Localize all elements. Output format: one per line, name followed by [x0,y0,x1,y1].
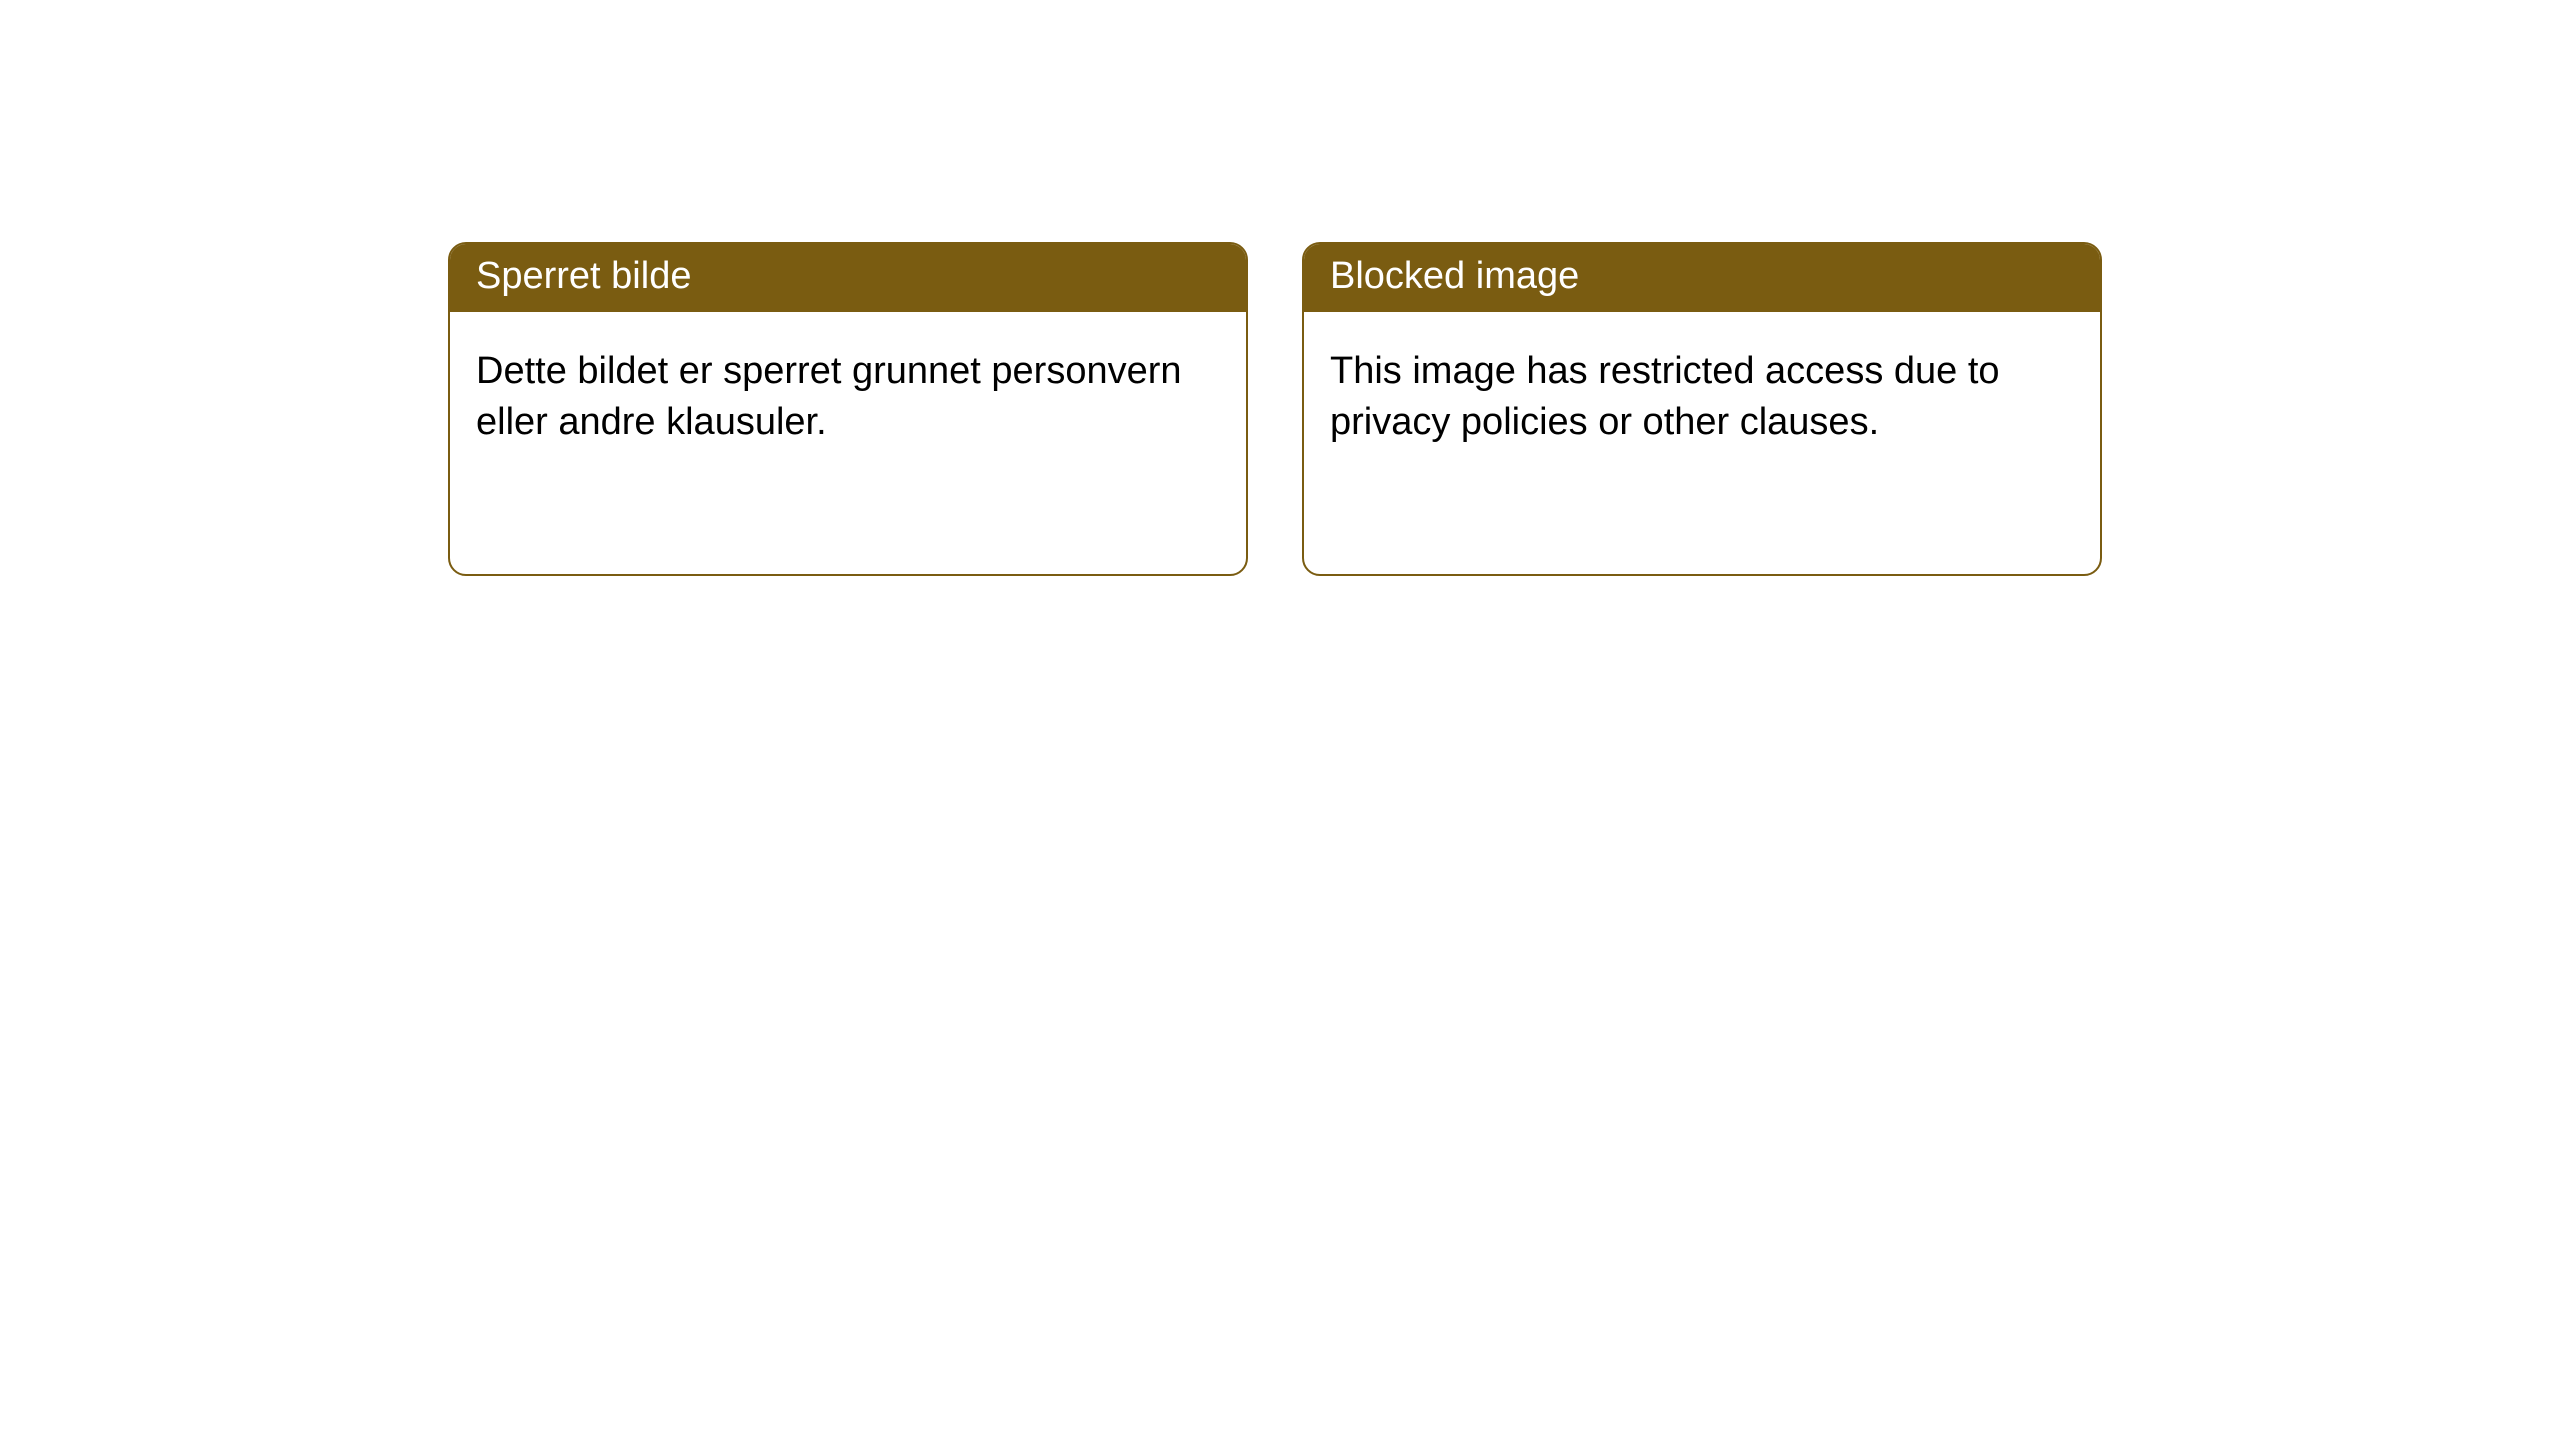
notice-container: Sperret bilde Dette bildet er sperret gr… [0,0,2560,576]
notice-card-norwegian: Sperret bilde Dette bildet er sperret gr… [448,242,1248,576]
notice-card-title: Blocked image [1304,244,2100,312]
notice-card-body: This image has restricted access due to … [1304,312,2100,475]
notice-card-title: Sperret bilde [450,244,1246,312]
notice-card-english: Blocked image This image has restricted … [1302,242,2102,576]
notice-card-body: Dette bildet er sperret grunnet personve… [450,312,1246,475]
